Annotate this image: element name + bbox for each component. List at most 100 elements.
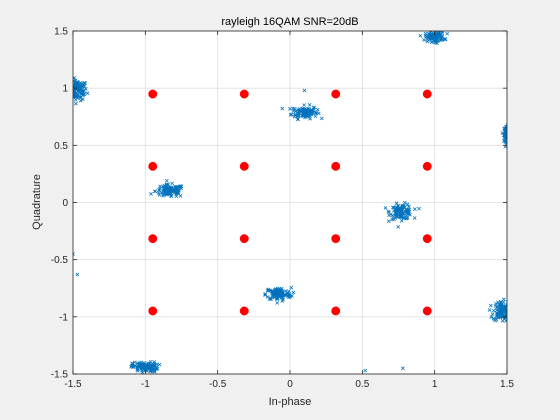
received-symbol-point [278,294,282,299]
received-symbol-point [394,201,399,206]
received-symbol-point [132,360,137,365]
received-symbol-point [433,35,438,40]
received-symbol-point [296,116,300,121]
received-symbol-point [309,108,314,112]
received-symbol-point [396,204,401,208]
received-symbol-point [169,187,174,191]
reference-point [239,89,249,99]
received-symbol-point [508,133,511,136]
received-symbol-point [499,302,504,307]
received-symbol-point [281,297,285,302]
received-symbol-point [501,305,505,310]
received-symbol-point [501,139,506,143]
received-symbol-point [139,360,143,365]
received-symbol-point [443,37,447,42]
received-symbol-point [496,300,500,305]
received-symbol-point [273,294,278,299]
received-symbol-point [504,309,507,314]
received-symbol-point [154,365,159,370]
received-symbol-point [296,109,301,114]
received-symbol-point [405,202,410,207]
x-tick-label: -0.5 [209,379,227,390]
received-symbol-point [425,39,430,44]
received-symbol-point [178,194,183,198]
y-tick-label: 0.5 [54,141,68,152]
received-symbol-point [163,185,168,190]
received-symbol-point [412,216,417,220]
received-symbol-point [73,252,75,256]
received-symbol-point [302,103,306,107]
reference-point [422,89,432,99]
y-axis-label: Quadrature [31,174,43,230]
received-symbol-point [433,40,438,45]
received-symbol-point [495,313,499,318]
received-symbol-point [75,81,80,86]
received-symbol-point [80,88,84,92]
received-symbol-point [423,33,428,38]
received-symbol-point [81,92,86,97]
received-symbol-point [406,208,410,212]
y-tick-label: 1 [62,84,68,95]
reference-point [331,234,341,244]
reference-point [148,89,158,99]
received-symbol-point [162,192,167,197]
received-symbol-point [173,184,178,189]
received-symbol-point [67,96,70,99]
received-symbol-point [499,303,504,308]
received-symbol-point [500,309,504,314]
received-symbol-point [153,189,157,194]
received-symbol-point [129,364,133,369]
received-symbol-point [82,81,87,85]
received-symbol-point [68,91,71,94]
received-symbol-point [157,362,162,367]
reference-point [331,89,341,99]
received-symbol-point [302,88,307,93]
received-symbol-point [422,38,426,42]
chart-title: rayleigh 16QAM SNR=20dB [221,16,358,28]
received-symbol-point [289,112,294,117]
received-symbol-point [508,131,511,134]
received-symbol-point [440,31,444,35]
received-symbol-point [85,91,90,96]
received-symbol-point [508,128,511,131]
received-symbol-point [307,112,312,117]
received-symbol-point [79,82,84,86]
received-symbol-point [426,34,431,39]
received-symbol-point [169,194,174,199]
reference-point [148,161,158,171]
received-symbol-point [169,185,174,190]
received-symbol-point [302,107,306,112]
received-symbol-point [73,101,78,106]
received-symbol-point [275,291,280,296]
y-tick-label: -1.5 [51,370,69,381]
received-symbol-point [263,291,268,296]
received-symbol-point [286,293,291,297]
received-symbol-point [286,289,291,294]
received-symbol-point [176,190,180,194]
received-symbol-point [508,132,511,135]
received-symbol-point [316,111,321,116]
reference-point [422,161,432,171]
received-symbol-point [394,205,398,209]
received-symbol-point [402,200,407,205]
received-symbol-point [383,205,388,210]
received-symbol-point [176,187,181,192]
received-symbol-point [76,86,81,91]
received-symbol-point [404,216,409,221]
x-tick-label: 0 [287,379,293,390]
received-symbol-point [391,205,395,210]
received-symbol-point [130,361,134,366]
received-symbol-point [296,117,300,122]
reference-point [422,234,432,244]
received-symbol-point [319,116,324,121]
received-symbol-point [278,289,283,294]
received-symbol-point [418,33,423,38]
received-symbol-point [491,308,496,313]
received-symbol-point [175,186,179,191]
received-symbol-point [74,94,78,99]
received-symbol-point [305,109,310,114]
received-symbol-point [289,285,294,290]
received-symbol-point [147,367,152,371]
x-tick-label: -1 [141,379,150,390]
received-symbol-point [275,296,280,300]
